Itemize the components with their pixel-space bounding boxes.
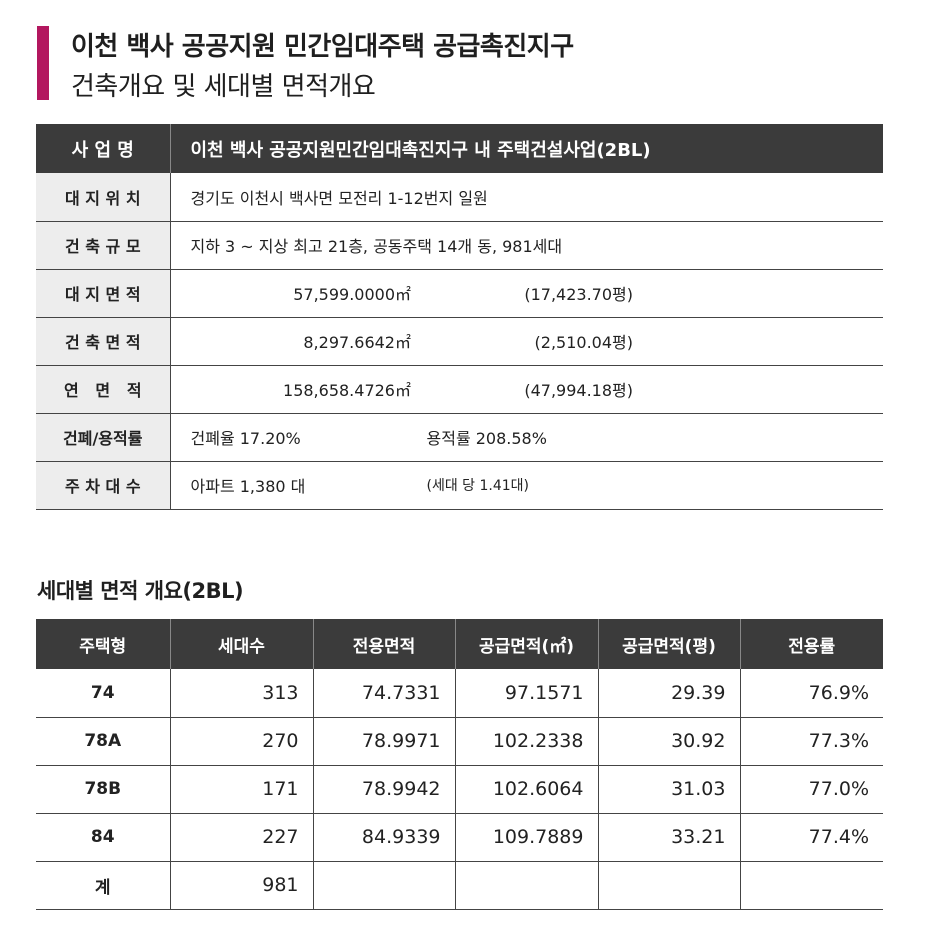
parking-count: 아파트 1,380 대 xyxy=(190,477,306,496)
cell-exclusive-area: 78.9971 xyxy=(313,717,456,766)
table-row: 84 227 84.9339 109.7889 33.21 77.4% xyxy=(36,813,883,862)
overview-row-coverage-ratio: 건폐/용적률 건폐율 17.20% 용적률 208.58% xyxy=(36,413,883,462)
overview-key: 건 축 면 적 xyxy=(36,317,171,366)
parking-per-household: (세대 당 1.41대) xyxy=(426,478,530,494)
floor-area-ratio: 용적률 208.58% xyxy=(426,429,547,448)
cell-supply-area-pyeong: 31.03 xyxy=(598,765,741,814)
table-row: 74 313 74.7331 97.1571 29.39 76.9% xyxy=(36,669,883,718)
cell-supply-area-pyeong: 33.21 xyxy=(598,813,741,862)
unit-area-table: 주택형 세대수 전용면적 공급면적(㎡) 공급면적(평) 전용률 74 313 … xyxy=(36,619,883,910)
cell-supply-area-sqm: 102.6064 xyxy=(455,765,599,814)
cell-supply-area-sqm: 109.7889 xyxy=(455,813,599,862)
cell-households: 313 xyxy=(170,669,314,718)
cell-exclusive-ratio xyxy=(740,861,883,910)
title-accent-bar xyxy=(37,26,49,100)
cell-type: 78B xyxy=(36,765,171,814)
overview-key: 건폐/용적률 xyxy=(36,413,171,462)
area-sqm: 8,297.6642㎡ xyxy=(303,333,411,352)
overview-value: 8,297.6642㎡ (2,510.04평) xyxy=(170,317,883,366)
cell-exclusive-area xyxy=(313,861,456,910)
table-row: 78B 171 78.9942 102.6064 31.03 77.0% xyxy=(36,765,883,814)
cell-supply-area-sqm xyxy=(455,861,599,910)
cell-exclusive-ratio: 77.3% xyxy=(740,717,883,766)
area-sqm: 57,599.0000㎡ xyxy=(293,285,411,304)
col-header-supply-area-pyeong: 공급면적(평) xyxy=(598,619,741,669)
overview-value: 57,599.0000㎡ (17,423.70평) xyxy=(170,269,883,318)
overview-header-row: 사 업 명 이천 백사 공공지원민간임대촉진지구 내 주택건설사업(2BL) xyxy=(36,124,883,173)
overview-value: 158,658.4726㎡ (47,994.18평) xyxy=(170,365,883,414)
overview-row-site-area: 대 지 면 적 57,599.0000㎡ (17,423.70평) xyxy=(36,269,883,318)
overview-value: 경기도 이천시 백사면 모전리 1-12번지 일원 xyxy=(170,173,883,222)
cell-households: 981 xyxy=(170,861,314,910)
cell-households: 227 xyxy=(170,813,314,862)
overview-key: 주 차 대 수 xyxy=(36,461,171,510)
cell-type: 계 xyxy=(36,861,171,910)
cell-exclusive-ratio: 77.4% xyxy=(740,813,883,862)
col-header-exclusive-ratio: 전용률 xyxy=(740,619,883,669)
cell-type: 74 xyxy=(36,669,171,718)
area-pyeong: (17,423.70평) xyxy=(524,285,633,304)
cell-households: 270 xyxy=(170,717,314,766)
overview-key: 대 지 위 치 xyxy=(36,173,171,222)
table-row-total: 계 981 xyxy=(36,861,883,910)
building-overview-table: 사 업 명 이천 백사 공공지원민간임대촉진지구 내 주택건설사업(2BL) 대… xyxy=(36,124,883,510)
cell-supply-area-pyeong: 30.92 xyxy=(598,717,741,766)
area-pyeong: (2,510.04평) xyxy=(534,333,633,352)
col-header-type: 주택형 xyxy=(36,619,171,669)
cell-exclusive-area: 84.9339 xyxy=(313,813,456,862)
overview-value: 건폐율 17.20% 용적률 208.58% xyxy=(170,413,883,462)
col-header-households: 세대수 xyxy=(170,619,314,669)
title-line-2: 건축개요 및 세대별 면적개요 xyxy=(71,72,376,102)
col-header-supply-area-sqm: 공급면적(㎡) xyxy=(455,619,599,669)
overview-key: 연 면 적 xyxy=(36,365,171,414)
overview-key: 대 지 면 적 xyxy=(36,269,171,318)
overview-row-building-area: 건 축 면 적 8,297.6642㎡ (2,510.04평) xyxy=(36,317,883,366)
cell-exclusive-ratio: 77.0% xyxy=(740,765,883,814)
area-pyeong: (47,994.18평) xyxy=(524,381,633,400)
cell-exclusive-area: 78.9942 xyxy=(313,765,456,814)
overview-row-total-floor-area: 연 면 적 158,658.4726㎡ (47,994.18평) xyxy=(36,365,883,414)
overview-key: 건 축 규 모 xyxy=(36,221,171,270)
cell-exclusive-ratio: 76.9% xyxy=(740,669,883,718)
cell-type: 84 xyxy=(36,813,171,862)
col-header-exclusive-area: 전용면적 xyxy=(313,619,456,669)
title-line-1: 이천 백사 공공지원 민간임대주택 공급촉진지구 xyxy=(71,32,574,62)
cell-supply-area-sqm: 102.2338 xyxy=(455,717,599,766)
unit-area-section-title: 세대별 면적 개요(2BL) xyxy=(37,579,244,603)
table-row: 78A 270 78.9971 102.2338 30.92 77.3% xyxy=(36,717,883,766)
overview-header-key: 사 업 명 xyxy=(36,124,171,173)
cell-supply-area-sqm: 97.1571 xyxy=(455,669,599,718)
coverage-ratio: 건폐율 17.20% xyxy=(190,429,301,448)
units-header-row: 주택형 세대수 전용면적 공급면적(㎡) 공급면적(평) 전용률 xyxy=(36,619,883,669)
cell-households: 171 xyxy=(170,765,314,814)
overview-value: 지하 3 ~ 지상 최고 21층, 공동주택 14개 동, 981세대 xyxy=(170,221,883,270)
overview-header-value: 이천 백사 공공지원민간임대촉진지구 내 주택건설사업(2BL) xyxy=(170,124,883,173)
area-sqm: 158,658.4726㎡ xyxy=(283,381,411,400)
overview-row-building-scale: 건 축 규 모 지하 3 ~ 지상 최고 21층, 공동주택 14개 동, 98… xyxy=(36,221,883,270)
cell-supply-area-pyeong xyxy=(598,861,741,910)
cell-exclusive-area: 74.7331 xyxy=(313,669,456,718)
overview-row-site-location: 대 지 위 치 경기도 이천시 백사면 모전리 1-12번지 일원 xyxy=(36,173,883,222)
overview-row-parking: 주 차 대 수 아파트 1,380 대 (세대 당 1.41대) xyxy=(36,461,883,510)
overview-value: 아파트 1,380 대 (세대 당 1.41대) xyxy=(170,461,883,510)
cell-type: 78A xyxy=(36,717,171,766)
cell-supply-area-pyeong: 29.39 xyxy=(598,669,741,718)
